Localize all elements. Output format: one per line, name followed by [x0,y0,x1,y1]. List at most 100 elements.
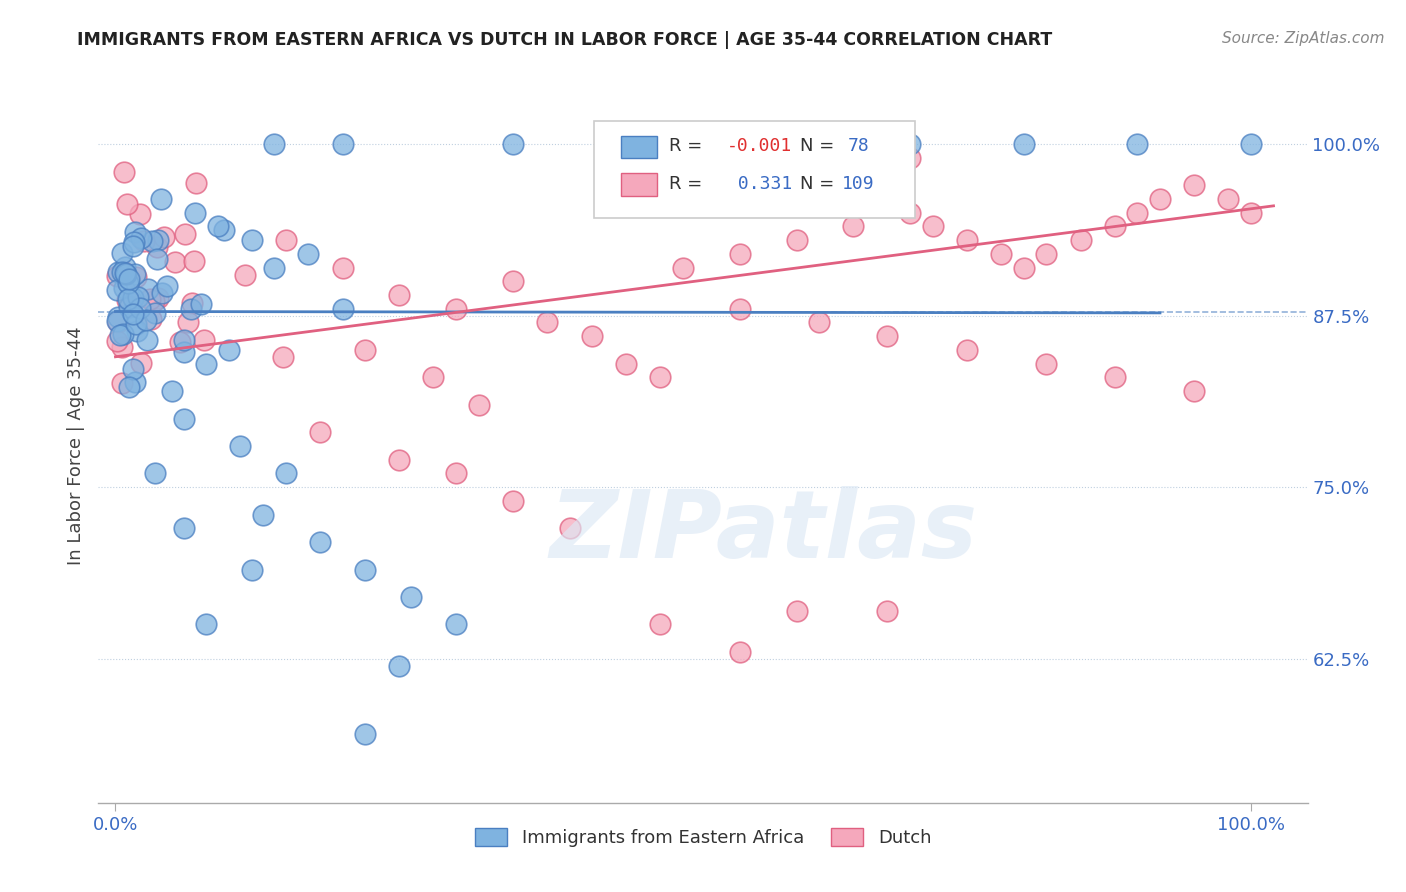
Point [163,255,186,269]
Point [240,562,263,576]
Point [148,233,170,247]
Point [139,312,162,326]
Point [502,137,524,152]
Point [122,362,145,376]
Point [149,192,172,206]
Point [354,562,377,576]
Point [1240,205,1263,219]
Point [1012,137,1035,152]
Point [650,370,672,384]
FancyBboxPatch shape [595,121,915,218]
Point [105,283,128,297]
Point [184,177,207,191]
Point [922,219,945,234]
Point [107,264,129,278]
Point [173,345,195,359]
Point [173,333,195,347]
Point [444,467,467,481]
Point [111,340,134,354]
Point [728,301,751,316]
Point [131,230,153,244]
Point [786,604,808,618]
Point [118,300,141,314]
Point [898,151,921,165]
Text: N =: N = [800,137,834,155]
Point [112,281,135,295]
Point [124,267,146,281]
FancyBboxPatch shape [621,173,657,196]
Point [842,219,865,234]
Point [146,240,169,254]
Point [121,239,143,253]
Point [728,137,751,152]
Point [114,260,136,275]
Point [195,617,218,632]
Point [308,535,330,549]
Point [177,315,200,329]
Point [876,604,898,618]
Point [1182,384,1205,398]
Point [173,227,195,241]
Point [132,234,155,248]
Point [271,350,294,364]
Point [111,246,134,260]
Point [332,137,354,152]
Point [129,207,152,221]
Point [146,252,169,267]
Point [117,292,139,306]
Text: N =: N = [800,175,834,193]
Point [786,233,808,247]
Point [105,314,128,328]
Point [135,334,157,348]
Point [308,425,330,440]
Point [125,318,148,332]
Text: Source: ZipAtlas.com: Source: ZipAtlas.com [1222,31,1385,46]
Point [195,357,218,371]
Point [252,508,274,522]
Point [141,234,163,248]
Point [184,205,207,219]
Point [136,282,159,296]
Point [614,357,637,371]
Point [124,225,146,239]
Point [536,316,558,330]
Point [124,270,146,285]
Point [650,617,672,632]
Point [115,267,138,281]
Point [1104,370,1126,384]
Point [112,164,135,178]
Point [156,279,179,293]
Y-axis label: In Labor Force | Age 35-44: In Labor Force | Age 35-44 [66,326,84,566]
Point [388,452,411,467]
Point [111,326,134,341]
Point [399,590,422,604]
Point [240,233,263,247]
Point [173,521,195,535]
Point [728,247,751,261]
Point [207,219,229,234]
Legend: Immigrants from Eastern Africa, Dutch: Immigrants from Eastern Africa, Dutch [467,821,939,855]
Point [672,260,695,275]
Point [274,467,297,481]
Point [180,295,202,310]
Point [105,269,128,284]
Point [1104,219,1126,234]
Point [115,197,138,211]
Point [114,267,136,281]
Point [274,233,297,247]
Point [956,233,979,247]
Point [672,137,695,152]
Point [128,301,150,315]
Point [127,289,149,303]
Point [117,272,139,286]
Point [122,235,145,250]
Point [1149,192,1171,206]
Text: -0.001: -0.001 [727,137,793,155]
Point [127,324,149,338]
Point [180,301,202,316]
Point [108,327,131,342]
Point [808,316,831,330]
Point [1126,205,1149,219]
Point [444,301,467,316]
Point [898,205,921,219]
